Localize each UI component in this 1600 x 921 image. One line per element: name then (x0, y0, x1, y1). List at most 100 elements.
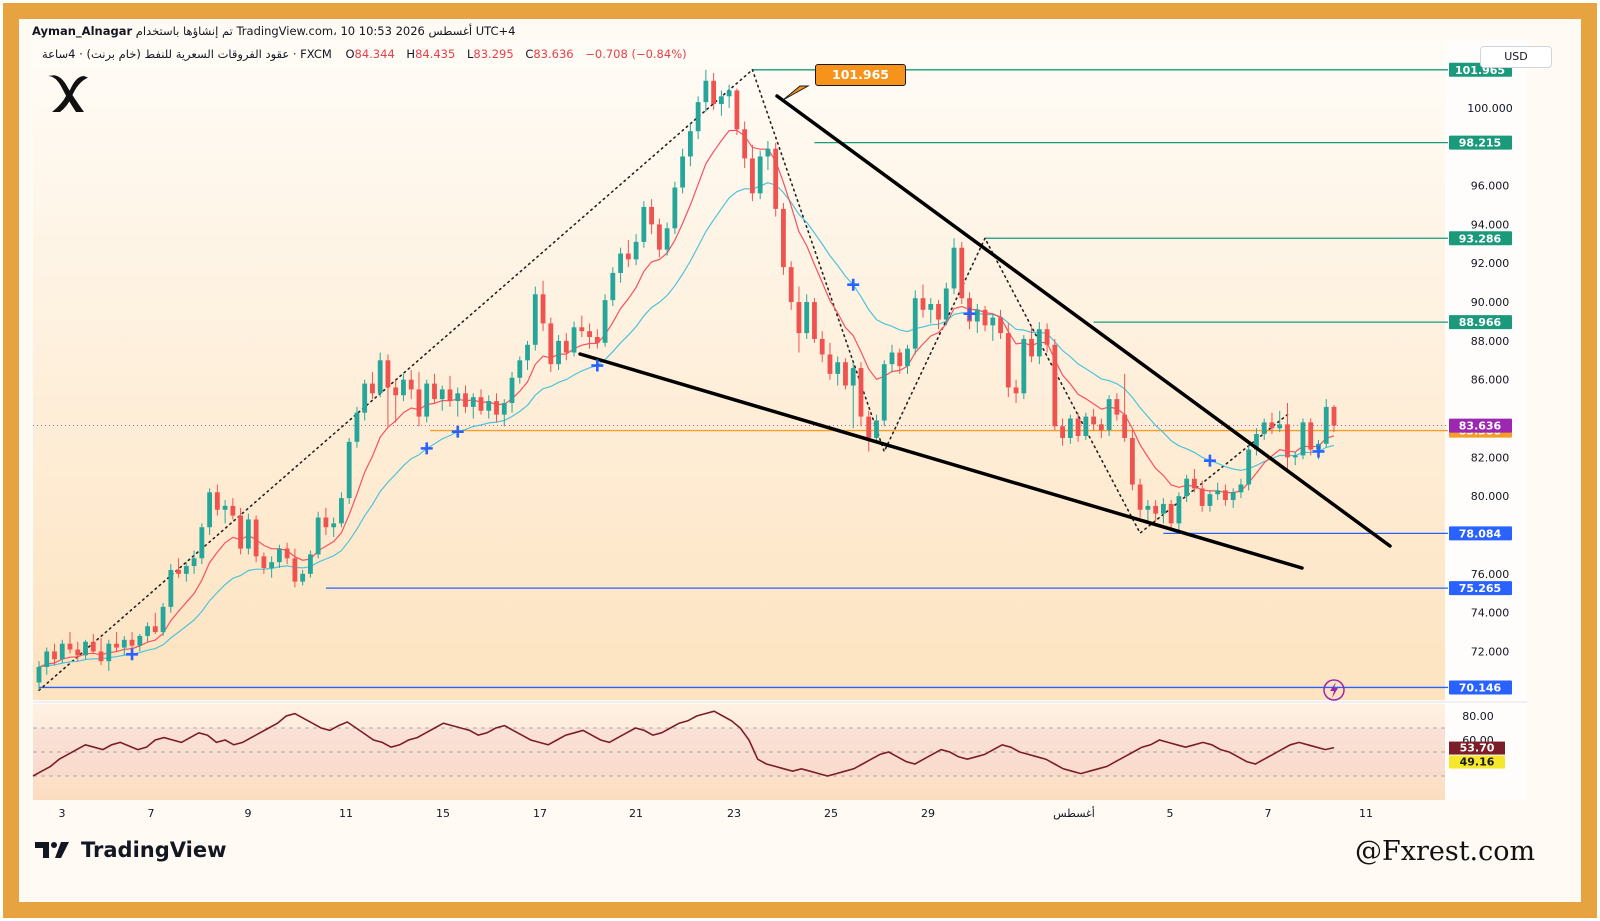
candle-body-87 (711, 80, 717, 105)
tradingview-logo (35, 842, 69, 858)
signals-layer (126, 278, 1325, 661)
trendline-lower-support (578, 352, 1304, 570)
header-symbol-line: عقود الفروقات السعرية للنفط (خام برنت) ·… (42, 47, 695, 61)
lightning-icon-ring (1323, 679, 1345, 701)
candle-body-93 (757, 156, 763, 194)
candle-body-105 (850, 368, 856, 386)
price-tick-80.000: 80.000 (1471, 490, 1510, 503)
symbol-text[interactable]: عقود الفروقات السعرية للنفط (خام برنت) ·… (42, 47, 332, 61)
candle-body-116 (936, 304, 941, 320)
candle-body-95 (773, 148, 779, 209)
candle-body-8 (98, 651, 104, 662)
candle-body-167 (1331, 406, 1337, 426)
candle-body-77 (633, 241, 639, 260)
trendlines-layer[interactable] (578, 94, 1392, 570)
candle-body-41 (354, 412, 360, 442)
candle-body-103 (835, 362, 841, 374)
candle-body-58 (486, 401, 492, 411)
candle-body-25 (230, 505, 236, 516)
level-label-93.286: 93.286 (1459, 232, 1502, 245)
candle-body-88 (718, 96, 724, 105)
candle-body-94 (765, 148, 771, 157)
candle-body-7 (90, 641, 96, 652)
candle-body-21 (199, 527, 205, 559)
candle-body-97 (788, 267, 794, 303)
alert-lightning-button[interactable] (1323, 679, 1345, 701)
candle-body-9 (106, 643, 112, 662)
ohlc-open-value: 84.344 (354, 47, 395, 61)
rsi-current-box (1449, 741, 1505, 755)
candle-body-57 (478, 397, 484, 411)
level-label-box-98.215 (1449, 135, 1512, 150)
candle-body-100 (812, 302, 817, 339)
last-price-label: 83.636 (1459, 420, 1502, 433)
candle-body-85 (695, 102, 701, 132)
candle-body-54 (455, 393, 461, 402)
ohlc-close-value: 83.636 (533, 47, 574, 61)
candle-body-65 (540, 294, 546, 324)
candle-body-4 (67, 643, 73, 650)
peak-price-callout: 101.965 (815, 64, 906, 86)
candle-body-84 (687, 131, 693, 157)
time-tick-3: 11 (339, 807, 353, 820)
time-tick-10: أغسطس (1053, 806, 1095, 820)
time-tick-8: 25 (824, 807, 838, 820)
candle-body-18 (176, 569, 181, 574)
dotted-swing-path (751, 69, 1289, 535)
candle-body-138 (1106, 399, 1112, 431)
level-label-70.146: 70.146 (1459, 681, 1502, 694)
candle-body-63 (525, 344, 530, 361)
candle-body-43 (370, 383, 375, 394)
candle-body-0 (36, 667, 42, 683)
ohlc-high-value: 84.435 (415, 47, 456, 61)
candle-body-118 (951, 247, 957, 289)
time-tick-1: 7 (148, 807, 155, 820)
candle-body-11 (121, 639, 127, 648)
price-tick-76.000: 76.000 (1471, 568, 1510, 581)
signal-plus-icon-4 (847, 278, 860, 291)
candle-body-125 (1005, 333, 1011, 388)
price-tick-82.000: 82.000 (1471, 451, 1510, 464)
currency-button[interactable]: USD (1480, 46, 1552, 68)
candle-body-126 (1013, 387, 1019, 394)
price-tick-74.000: 74.000 (1471, 607, 1510, 620)
candle-body-80 (656, 224, 662, 250)
candle-body-161 (1285, 424, 1290, 458)
candle-body-44 (377, 360, 383, 394)
candle-body-38 (331, 523, 337, 528)
candle-body-61 (509, 377, 515, 403)
candle-body-64 (532, 294, 538, 345)
candle-body-99 (804, 302, 810, 334)
candle-body-55 (463, 393, 468, 407)
candle-body-119 (959, 247, 965, 299)
candle-body-47 (401, 379, 406, 396)
candle-body-5 (75, 649, 81, 656)
signal-plus-icon-2 (451, 425, 464, 438)
candle-body-154 (1230, 492, 1236, 501)
candle-body-131 (1052, 344, 1058, 427)
candle-body-28 (253, 519, 259, 557)
candle-body-163 (1300, 422, 1306, 456)
candle-body-53 (447, 389, 453, 402)
signal-plus-icon-7 (1312, 445, 1325, 458)
candle-body-98 (796, 302, 802, 334)
candle-body-130 (1044, 329, 1050, 345)
candle-body-6 (83, 641, 88, 656)
tradingview-footer[interactable]: TradingView (35, 838, 226, 862)
ohlc-close-label: C (525, 47, 534, 61)
rsi-layer (32, 710, 1445, 777)
candle-body-115 (928, 304, 934, 310)
candle-body-140 (1122, 414, 1128, 438)
candle-body-26 (238, 515, 244, 549)
time-tick-7: 23 (727, 807, 741, 820)
candle-body-114 (920, 298, 926, 310)
rsi-signal-box (1449, 755, 1505, 769)
candle-body-59 (494, 401, 499, 415)
time-tick-2: 9 (245, 807, 252, 820)
time-tick-13: 11 (1359, 807, 1373, 820)
signal-plus-icon-1 (420, 442, 433, 455)
publisher-name: Ayman_Alnagar (32, 24, 133, 38)
candle-body-37 (323, 517, 329, 528)
candle-body-128 (1029, 338, 1034, 357)
